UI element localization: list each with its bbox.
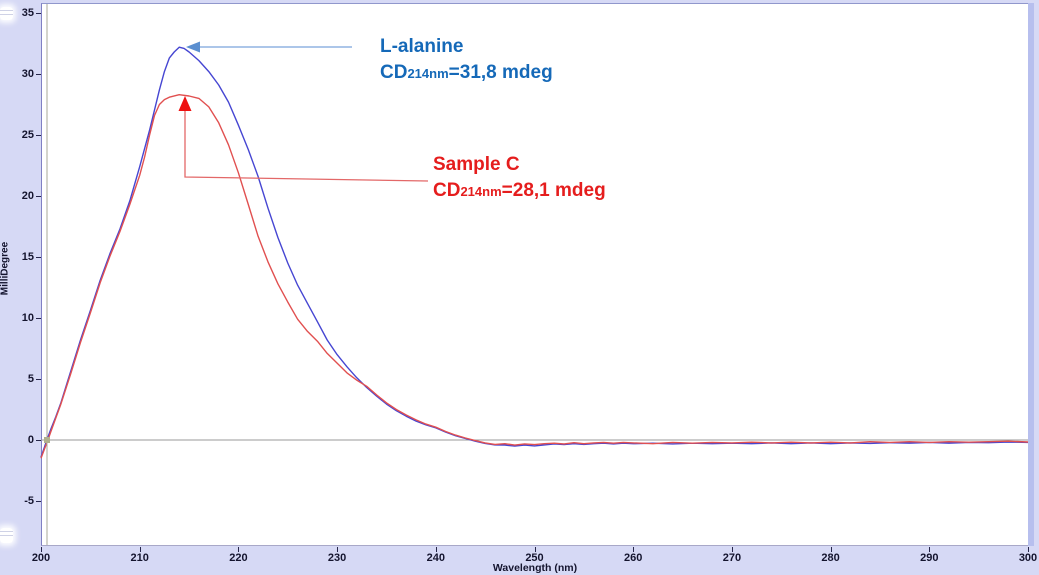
y-tick-label: 25 <box>21 129 34 141</box>
x-tick-label: 270 <box>722 552 742 564</box>
x-tick-mark <box>731 547 733 552</box>
y-tick-mark <box>36 13 41 14</box>
x-tick-label: 230 <box>327 552 347 564</box>
annotation-l-alanine: L-alanine CD214nm=31,8 mdeg <box>380 34 553 87</box>
x-tick-label: 210 <box>130 552 149 564</box>
x-tick-label: 280 <box>821 552 840 564</box>
y-tick-mark <box>36 318 41 319</box>
y-tick-mark <box>36 74 41 75</box>
y-tick-label: 20 <box>21 190 34 202</box>
x-tick-mark <box>435 547 437 552</box>
y-tick-label: 30 <box>21 68 34 80</box>
x-axis-title: Wavelength (nm) <box>492 562 578 574</box>
x-tick-label: 250 <box>525 552 544 564</box>
y-tick-label: 0 <box>27 434 34 446</box>
x-tick-mark <box>1028 547 1029 552</box>
x-tick-mark <box>633 547 635 552</box>
y-tick-label: 15 <box>21 251 34 263</box>
y-tick-mark <box>36 196 41 197</box>
x-tick-mark <box>41 547 42 552</box>
y-tick-mark <box>36 440 41 441</box>
annotation-sample-c-name: Sample C <box>433 154 520 175</box>
x-tick-label: 260 <box>624 552 643 564</box>
x-tick-mark <box>830 547 832 552</box>
y-tick-mark <box>36 501 41 502</box>
axis-scroll-handle-bottom[interactable] <box>0 528 13 543</box>
x-tick-label: 300 <box>1018 552 1038 564</box>
annotation-l-alanine-value: CD214nm=31,8 mdeg <box>380 62 553 83</box>
y-tick-label: 10 <box>21 312 34 324</box>
axis-scroll-handle-top[interactable] <box>0 7 13 20</box>
x-tick-label: 220 <box>229 552 248 564</box>
y-tick-label: -5 <box>24 495 34 507</box>
x-tick-mark <box>337 547 339 552</box>
annotation-sample-c: Sample C CD214nm=28,1 mdeg <box>433 152 606 205</box>
x-tick-mark <box>534 547 536 552</box>
plot-right-border <box>1028 3 1034 546</box>
y-tick-label: 35 <box>21 7 34 19</box>
x-tick-label: 200 <box>31 552 51 564</box>
x-tick-label: 290 <box>920 552 939 564</box>
y-axis-title: MilliDegree <box>0 241 11 296</box>
y-tick-label: 5 <box>27 373 34 385</box>
y-tick-mark <box>36 257 41 258</box>
x-tick-mark <box>139 547 141 552</box>
y-tick-mark <box>36 379 41 380</box>
annotation-sample-c-value: CD214nm=28,1 mdeg <box>433 180 606 201</box>
x-tick-label: 240 <box>426 552 445 564</box>
annotation-l-alanine-name: L-alanine <box>380 36 464 57</box>
x-tick-mark <box>929 547 931 552</box>
y-tick-mark <box>36 135 41 136</box>
x-tick-mark <box>238 547 240 552</box>
